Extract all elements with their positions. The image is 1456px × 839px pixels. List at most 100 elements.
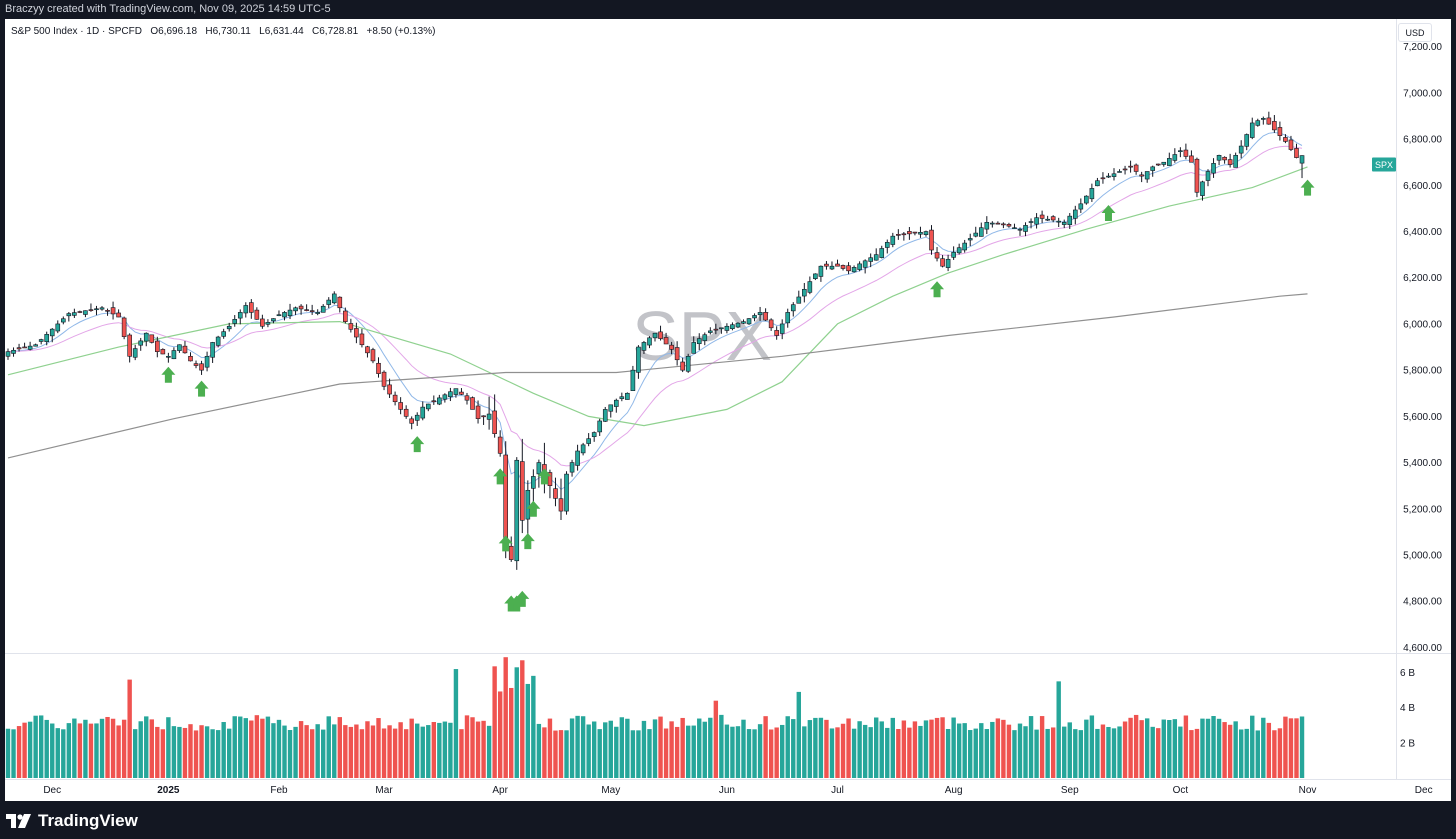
- volume-bar: [586, 724, 591, 778]
- candle-body: [829, 265, 835, 270]
- candle-body: [11, 349, 16, 354]
- volume-bar: [475, 721, 481, 778]
- volume-bar: [497, 691, 503, 778]
- candle-body: [77, 311, 83, 313]
- candle-body: [807, 281, 813, 293]
- volume-bar: [149, 719, 154, 778]
- candle-body: [591, 432, 597, 437]
- volume-bar: [603, 722, 608, 778]
- volume-bar: [708, 717, 713, 778]
- volume-bar: [409, 718, 414, 778]
- candle-body: [724, 325, 730, 331]
- currency-button[interactable]: USD: [1398, 23, 1432, 42]
- candle-body: [354, 328, 359, 338]
- candle-body: [918, 232, 923, 235]
- candle-body: [835, 263, 840, 267]
- price-axis-tick: 6,000.00: [1403, 319, 1442, 330]
- volume-bar: [697, 718, 702, 778]
- candle-body: [226, 325, 232, 330]
- candle-body: [166, 355, 171, 358]
- volume-bar: [691, 725, 696, 778]
- candle-body: [94, 308, 99, 311]
- candle-body: [735, 322, 741, 328]
- volume-bar: [1266, 722, 1272, 778]
- volume-bar: [851, 728, 857, 778]
- volume-bar: [713, 700, 719, 778]
- candle-body: [470, 397, 475, 410]
- volume-bar: [1167, 719, 1172, 778]
- candle-body: [171, 350, 177, 360]
- candle-body: [990, 222, 995, 225]
- volume-bar: [50, 723, 55, 778]
- volume-bar: [459, 729, 464, 778]
- volume-bar: [1067, 722, 1072, 778]
- candle-body: [1178, 150, 1183, 153]
- candle-body: [1028, 221, 1034, 223]
- legend-low: 6,631.44: [264, 26, 304, 37]
- candle-body: [564, 473, 569, 512]
- volume-bar: [138, 721, 143, 778]
- candle-body: [254, 309, 260, 320]
- volume-bar: [741, 719, 746, 778]
- candle-body: [33, 344, 38, 347]
- volume-bar: [204, 726, 210, 778]
- volume-bar: [558, 730, 564, 778]
- volume-bar: [348, 726, 354, 778]
- volume-bar: [918, 725, 923, 778]
- candle-body: [1255, 120, 1261, 126]
- time-axis-label: Mar: [375, 785, 393, 796]
- volume-bar: [962, 723, 967, 778]
- candle-body: [403, 408, 409, 417]
- volume-bar: [995, 718, 1001, 778]
- volume-bar: [846, 718, 851, 778]
- legend-open-label: O: [150, 26, 159, 37]
- time-axis-label: Sep: [1061, 785, 1079, 796]
- candle-body: [1128, 165, 1133, 168]
- volume-bar: [304, 725, 309, 778]
- volume-bar: [177, 726, 182, 778]
- candle-body: [188, 355, 193, 362]
- volume-bar: [636, 730, 641, 778]
- volume-bar: [1255, 730, 1260, 778]
- volume-bar: [1189, 730, 1194, 778]
- candle-body: [453, 388, 459, 395]
- volume-bar: [1034, 729, 1039, 778]
- candle-body: [1200, 181, 1205, 196]
- volume-bar: [293, 726, 298, 778]
- volume-bar: [1128, 717, 1133, 778]
- volume-bar: [243, 718, 248, 778]
- candle-body: [66, 313, 72, 317]
- volume-bar: [1150, 726, 1155, 778]
- candle-body: [1294, 148, 1299, 158]
- volume-bar: [813, 717, 818, 778]
- candle-body: [1039, 214, 1045, 219]
- volume-bar: [1012, 730, 1017, 778]
- chart-area[interactable]: [5, 19, 1451, 801]
- candle-body: [215, 336, 221, 346]
- volume-bar: [735, 726, 741, 778]
- candle-body: [636, 346, 641, 373]
- candle-body: [569, 462, 575, 473]
- volume-bar: [1023, 726, 1028, 778]
- volume-bar: [376, 718, 381, 778]
- candle-body: [376, 362, 381, 374]
- candle-body: [1139, 174, 1144, 177]
- volume-bar: [188, 724, 193, 778]
- candle-body: [1299, 155, 1305, 164]
- volume-bar: [1028, 716, 1034, 778]
- attribution-bar: Braczyy created with TradingView.com, No…: [0, 0, 1456, 19]
- volume-bar: [1156, 728, 1161, 778]
- candle-body: [995, 222, 1001, 225]
- volume-bar: [470, 717, 475, 778]
- candle-body: [309, 310, 315, 312]
- volume-bar: [1205, 718, 1211, 778]
- candle-body: [956, 247, 962, 254]
- candle-body: [88, 309, 94, 311]
- volume-bar: [61, 729, 66, 778]
- volume-bar: [1050, 727, 1056, 778]
- candle-body: [1089, 188, 1095, 200]
- tradingview-logo[interactable]: TradingView: [6, 811, 138, 831]
- volume-bar: [1272, 730, 1277, 778]
- time-axis-label: 2025: [157, 785, 180, 796]
